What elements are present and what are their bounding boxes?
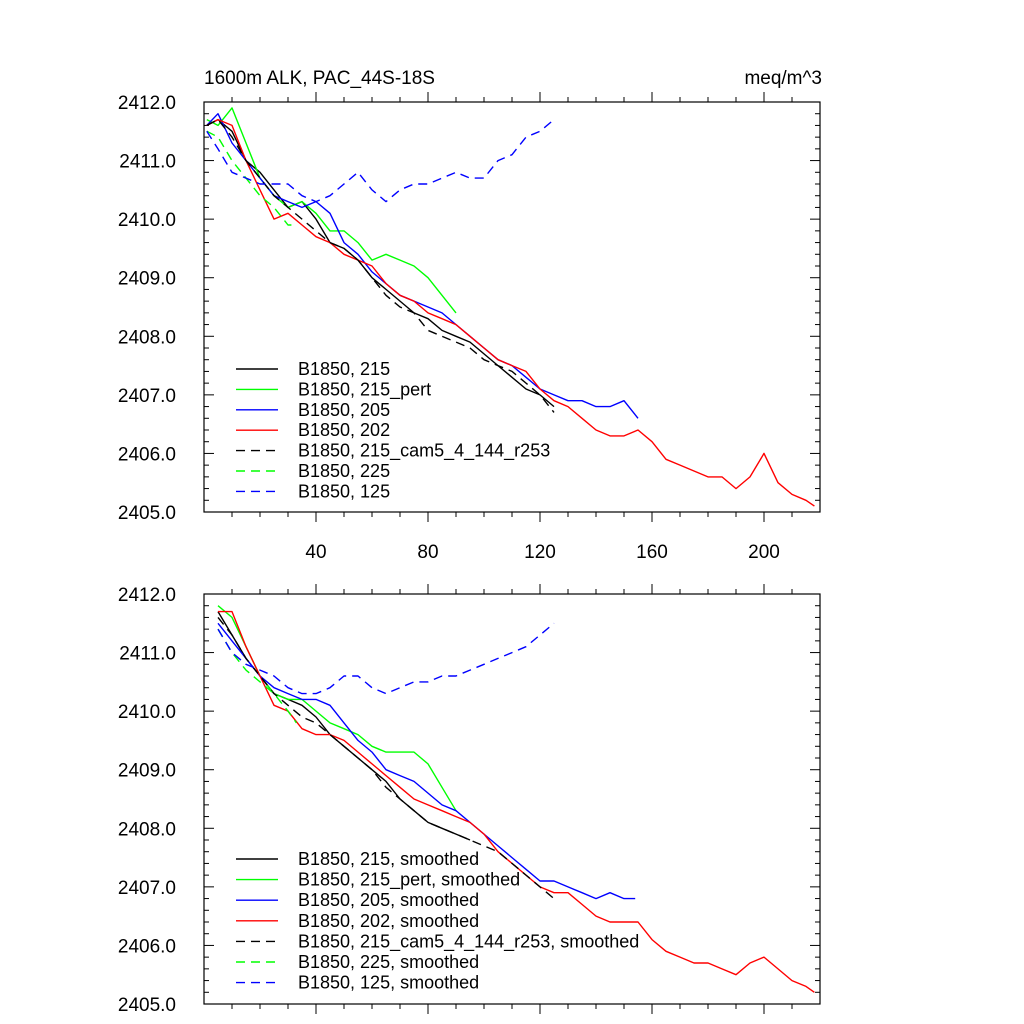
panel-units: meq/m^3 bbox=[744, 68, 822, 89]
legend-label: B1850, 215_cam5_4_144_r253 bbox=[298, 441, 550, 462]
legend-label: B1850, 205, smoothed bbox=[298, 890, 479, 910]
y-tick-label: 2407.0 bbox=[118, 878, 176, 899]
legend-label: B1850, 202 bbox=[298, 420, 390, 440]
y-tick-label: 2406.0 bbox=[118, 444, 176, 465]
x-tick-label: 200 bbox=[748, 542, 780, 563]
legend-label: B1850, 215 bbox=[298, 359, 390, 379]
y-tick-label: 2412.0 bbox=[118, 585, 176, 606]
top-panel: 1600m ALK, PAC_44S-18S meq/m^3 2405.0240… bbox=[118, 68, 822, 563]
series-line bbox=[217, 622, 636, 900]
series-line bbox=[206, 113, 639, 419]
series-line bbox=[217, 611, 471, 841]
y-tick-label: 2410.0 bbox=[118, 702, 176, 723]
y-tick-label: 2409.0 bbox=[118, 761, 176, 782]
bottom-panel-frame bbox=[203, 593, 821, 1005]
x-tick-label: 40 bbox=[305, 542, 326, 563]
legend-label: B1850, 215_cam5_4_144_r253, smoothed bbox=[298, 931, 639, 952]
y-tick-label: 2411.0 bbox=[119, 152, 176, 173]
y-tick-label: 2406.0 bbox=[118, 936, 176, 957]
legend-label: B1850, 215_pert bbox=[298, 379, 431, 400]
y-tick-label: 2410.0 bbox=[118, 210, 176, 231]
series-line bbox=[218, 610, 815, 993]
legend-label: B1850, 202, smoothed bbox=[298, 911, 479, 931]
legend-label: B1850, 205 bbox=[298, 400, 390, 420]
x-tick-label: 80 bbox=[417, 542, 438, 563]
series-line bbox=[217, 605, 457, 812]
y-tick-label: 2407.0 bbox=[118, 386, 176, 407]
top-panel-series bbox=[206, 107, 815, 507]
y-tick-label: 2409.0 bbox=[118, 269, 176, 290]
bottom-panel-series bbox=[217, 605, 815, 993]
series-line bbox=[206, 118, 555, 408]
series-line bbox=[217, 616, 555, 900]
series-line bbox=[217, 622, 555, 695]
x-tick-label: 120 bbox=[524, 542, 556, 563]
y-tick-label: 2405.0 bbox=[118, 503, 176, 524]
panel-title: 1600m ALK, PAC_44S-18S bbox=[204, 68, 435, 89]
y-tick-label: 2408.0 bbox=[118, 819, 176, 840]
series-line bbox=[217, 628, 297, 724]
series-line bbox=[206, 119, 555, 203]
y-tick-label: 2408.0 bbox=[118, 327, 176, 348]
series-line bbox=[206, 118, 815, 507]
y-tick-label: 2405.0 bbox=[118, 995, 176, 1016]
top-panel-frame bbox=[203, 101, 821, 513]
legend-label: B1850, 125 bbox=[298, 481, 390, 501]
legend-label: B1850, 215, smoothed bbox=[298, 849, 479, 869]
bottom-panel: 2405.0 2406.0 2407.0 2408.0 2409.0 2410.0 2411… bbox=[118, 584, 821, 1016]
bottom-panel-ticks: 2405.0 2406.0 2407.0 2408.0 2409.0 2410.0 2411… bbox=[118, 584, 820, 1016]
legend-label: B1850, 225, smoothed bbox=[298, 952, 479, 972]
y-tick-label: 2411.0 bbox=[119, 644, 176, 665]
top-panel-ticks: 2405.0 2406.0 2407.0 2408.0 2409.0 2410.0 2411… bbox=[118, 92, 820, 563]
legend-label: B1850, 125, smoothed bbox=[298, 973, 479, 993]
y-tick-label: 2412.0 bbox=[118, 93, 176, 114]
x-tick-label: 160 bbox=[636, 542, 668, 563]
legend-label: B1850, 225 bbox=[298, 461, 390, 481]
series-line bbox=[206, 107, 457, 314]
series-line bbox=[206, 130, 294, 226]
series-line bbox=[206, 118, 555, 413]
legend-label: B1850, 215_pert, smoothed bbox=[298, 870, 520, 891]
